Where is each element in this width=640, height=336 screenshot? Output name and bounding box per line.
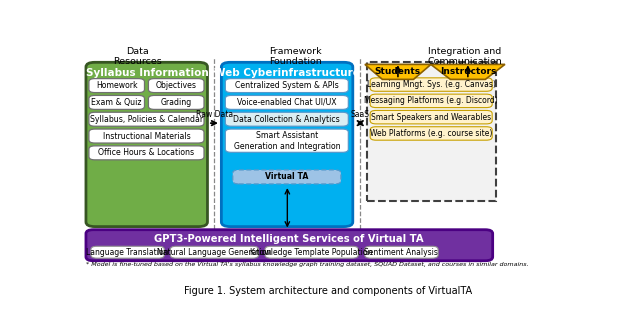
Text: Data
Resources: Data Resources xyxy=(113,47,161,66)
Text: Framework
Foundation: Framework Foundation xyxy=(269,47,322,66)
FancyBboxPatch shape xyxy=(148,95,204,110)
FancyBboxPatch shape xyxy=(89,146,204,160)
FancyBboxPatch shape xyxy=(225,129,348,152)
Text: Exam & Quiz: Exam & Quiz xyxy=(92,98,142,107)
Text: Homework: Homework xyxy=(96,81,138,90)
Text: Instructional Materials: Instructional Materials xyxy=(102,132,190,140)
FancyBboxPatch shape xyxy=(265,246,358,258)
Text: Smart Assistant
Generation and Integration: Smart Assistant Generation and Integrati… xyxy=(234,131,340,151)
FancyBboxPatch shape xyxy=(370,127,492,140)
Text: Integration and
Communication: Integration and Communication xyxy=(427,47,502,66)
FancyBboxPatch shape xyxy=(225,112,348,126)
Text: Virtual TA: Virtual TA xyxy=(265,172,308,181)
FancyBboxPatch shape xyxy=(89,112,204,126)
Text: SaaS: SaaS xyxy=(351,111,370,120)
Text: GPT3-Powered Intelligent Services of Virtual TA: GPT3-Powered Intelligent Services of Vir… xyxy=(154,234,424,244)
Text: Smart Speakers and Wearables: Smart Speakers and Wearables xyxy=(371,113,492,122)
Polygon shape xyxy=(431,65,505,79)
FancyBboxPatch shape xyxy=(225,79,348,93)
Text: Web Cyberinfrastructure: Web Cyberinfrastructure xyxy=(214,68,360,78)
FancyBboxPatch shape xyxy=(370,78,492,91)
FancyBboxPatch shape xyxy=(89,129,204,143)
Text: Students: Students xyxy=(375,68,421,76)
FancyBboxPatch shape xyxy=(91,246,164,258)
Text: Learning Mngt. Sys. (e.g. Canvas): Learning Mngt. Sys. (e.g. Canvas) xyxy=(367,80,495,89)
FancyBboxPatch shape xyxy=(170,246,259,258)
Text: Messaging Platforms (e.g. Discord): Messaging Platforms (e.g. Discord) xyxy=(364,96,498,106)
Text: Instructors: Instructors xyxy=(440,68,496,76)
Text: Office Hours & Locations: Office Hours & Locations xyxy=(99,149,195,157)
Text: Syllabus, Policies & Calendar: Syllabus, Policies & Calendar xyxy=(90,115,203,124)
FancyBboxPatch shape xyxy=(148,79,204,93)
Polygon shape xyxy=(365,65,431,79)
FancyBboxPatch shape xyxy=(370,94,492,108)
Text: Data Collection & Analytics: Data Collection & Analytics xyxy=(234,115,340,124)
Text: * Model is fine-tuned based on the Virtual TA's syllabus knowledge graph trainin: * Model is fine-tuned based on the Virtu… xyxy=(86,262,529,267)
Text: Figure 1. System architecture and components of VirtualTA: Figure 1. System architecture and compon… xyxy=(184,286,472,296)
Text: Web Platforms (e.g. course site): Web Platforms (e.g. course site) xyxy=(370,129,492,138)
Text: Objectives: Objectives xyxy=(156,81,196,90)
FancyBboxPatch shape xyxy=(221,62,353,226)
Text: Sentiment Analysis: Sentiment Analysis xyxy=(364,248,438,257)
FancyBboxPatch shape xyxy=(86,62,207,226)
FancyBboxPatch shape xyxy=(89,95,145,110)
Text: Grading: Grading xyxy=(161,98,192,107)
Text: Syllabus Information: Syllabus Information xyxy=(86,68,209,78)
Bar xyxy=(367,62,495,201)
FancyBboxPatch shape xyxy=(365,246,438,258)
Text: Language Translation: Language Translation xyxy=(86,248,169,257)
Text: Centralized System & APIs: Centralized System & APIs xyxy=(235,81,339,90)
Text: Natural Language Generation: Natural Language Generation xyxy=(157,248,271,257)
FancyBboxPatch shape xyxy=(233,170,341,184)
Text: Voice-enabled Chat UI/UX: Voice-enabled Chat UI/UX xyxy=(237,98,337,107)
FancyBboxPatch shape xyxy=(370,111,492,124)
FancyBboxPatch shape xyxy=(89,79,145,93)
FancyBboxPatch shape xyxy=(86,230,493,261)
FancyBboxPatch shape xyxy=(225,95,348,110)
Text: Knowledge Template Population: Knowledge Template Population xyxy=(250,248,373,257)
Text: Raw Data: Raw Data xyxy=(196,111,233,120)
